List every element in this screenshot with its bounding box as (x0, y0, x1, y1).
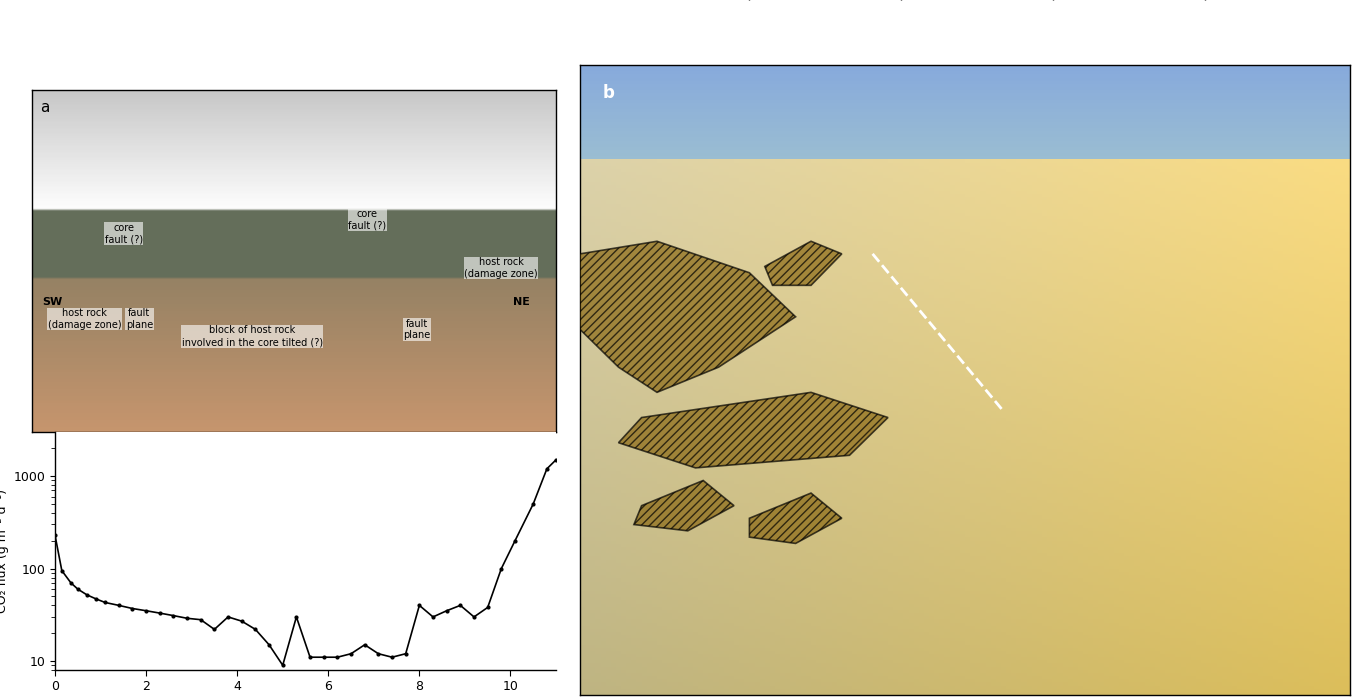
Polygon shape (579, 242, 795, 392)
Text: a: a (39, 101, 49, 115)
Text: NE: NE (513, 297, 529, 307)
Text: core
fault (?): core fault (?) (104, 223, 142, 244)
Polygon shape (765, 242, 841, 285)
Text: core
fault (?): core fault (?) (349, 209, 387, 231)
Text: host rock
(damage zone): host rock (damage zone) (47, 309, 121, 330)
Polygon shape (634, 480, 734, 531)
Text: fault
plane: fault plane (126, 309, 153, 330)
Text: host rock
(damage zone): host rock (damage zone) (464, 257, 537, 279)
Polygon shape (749, 493, 841, 544)
Polygon shape (619, 392, 887, 468)
Text: SW: SW (42, 297, 62, 307)
Text: fault
plane: fault plane (403, 318, 430, 340)
Text: block of host rock
involved in the core tilted (?): block of host rock involved in the core … (182, 325, 323, 347)
Y-axis label: CO₂ flux (g m⁻² d⁻¹): CO₂ flux (g m⁻² d⁻¹) (0, 489, 9, 613)
Text: b: b (603, 84, 615, 102)
